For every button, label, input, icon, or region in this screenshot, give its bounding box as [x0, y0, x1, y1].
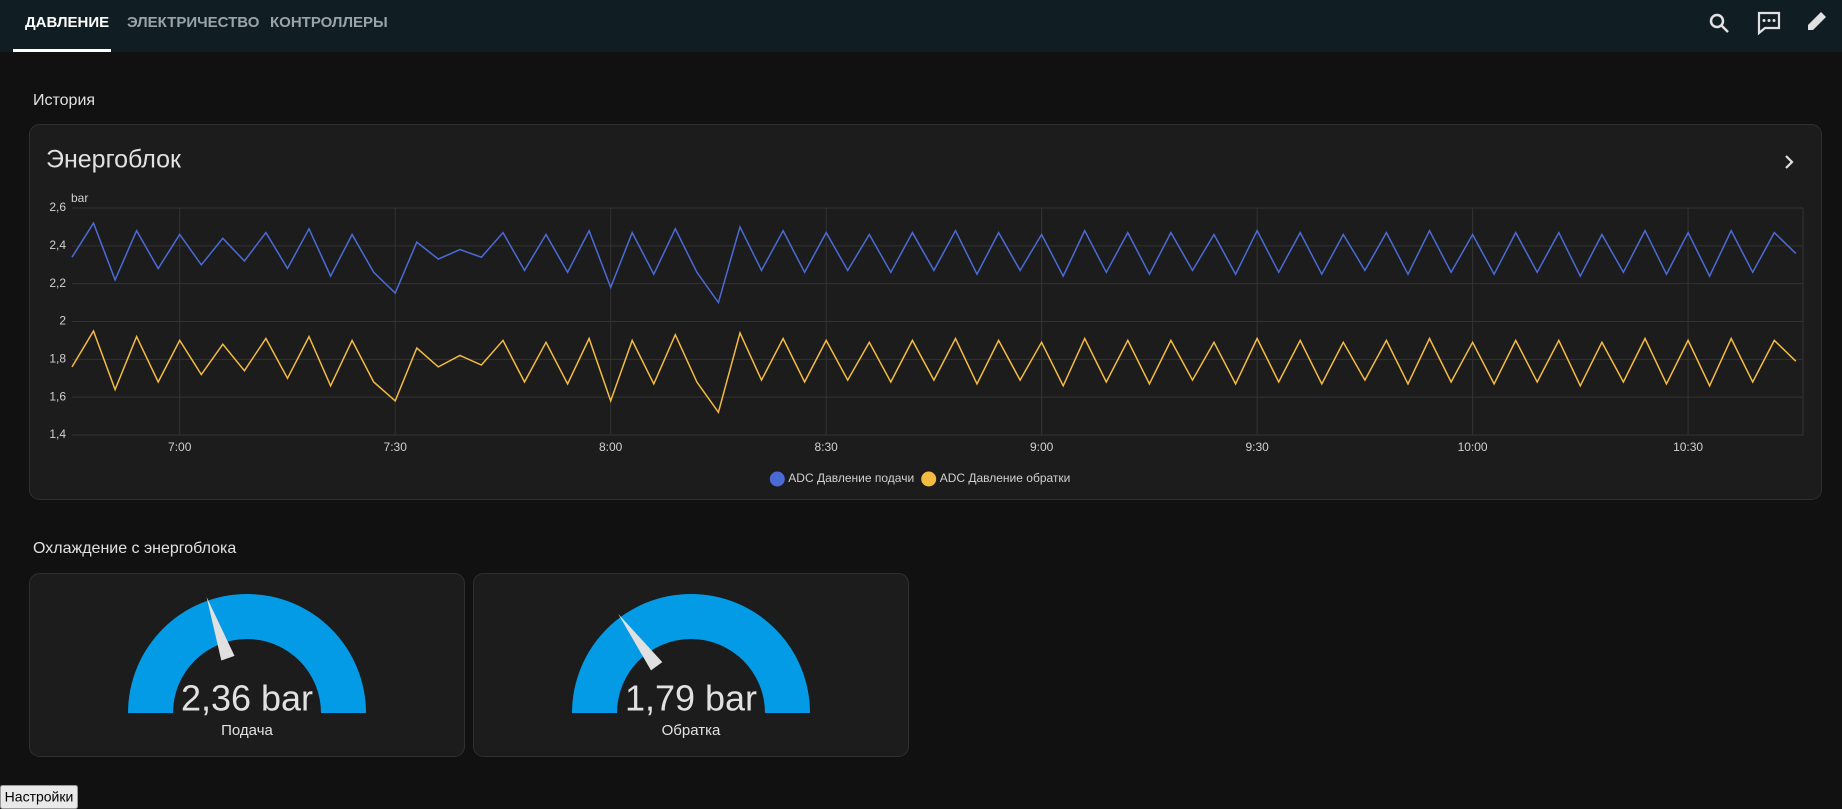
gauge-name: Обратка — [662, 722, 721, 739]
section-heading: История — [33, 92, 95, 109]
x-tick-label: 7:00 — [168, 440, 192, 454]
y-axis-unit: bar — [71, 191, 88, 205]
legend-swatch — [769, 471, 785, 487]
y-tick-label: 2 — [59, 314, 66, 328]
tab[interactable]: ДАВЛЕНИЕ — [25, 14, 109, 31]
history-chart: 1,4 1,6 1,8 2 2,2 2,4 2,6 7:00 7:30 8:00 8:30 9:00 9… — [49, 200, 1804, 487]
x-tick-label: 10:30 — [1673, 440, 1703, 454]
gauges: 2,36 bar Подача 1,79 bar Обратка — [29, 573, 909, 757]
card-title[interactable]: Энергоблок — [46, 146, 182, 174]
x-tick-label: 9:00 — [1030, 440, 1054, 454]
more-chevron[interactable] — [1785, 155, 1794, 169]
top-bar — [0, 0, 1842, 52]
edit-icon[interactable] — [1808, 12, 1826, 30]
x-tick-label: 8:30 — [814, 440, 838, 454]
y-tick-label: 2,2 — [49, 276, 66, 290]
series-line — [71, 329, 1797, 415]
y-tick-label: 2,6 — [49, 200, 66, 214]
gauge-needle — [618, 613, 663, 671]
legend-swatch — [921, 471, 937, 487]
x-tick-label: 9:30 — [1245, 440, 1269, 454]
legend-label: ADC Давление обратки — [940, 471, 1071, 485]
gauge-needle — [206, 596, 235, 661]
y-tick-label: 1,4 — [49, 427, 66, 441]
tab[interactable]: КОНТРОЛЛЕРЫ — [270, 14, 388, 31]
tab[interactable]: ЭЛЕКТРИЧЕСТВО — [127, 14, 260, 31]
search-icon[interactable] — [1709, 13, 1729, 33]
gauge-arc — [572, 594, 810, 713]
x-tick-label: 10:00 — [1458, 440, 1488, 454]
settings-button-label[interactable]: Настройки — [5, 789, 74, 805]
gauge-value: 2,36 bar — [181, 678, 313, 719]
gauge-value: 1,79 bar — [625, 678, 757, 719]
gauge-arc — [128, 594, 366, 713]
assist-icon[interactable] — [1757, 11, 1781, 36]
y-tick-label: 2,4 — [49, 238, 66, 252]
history-card — [29, 124, 1822, 500]
y-tick-label: 1,8 — [49, 352, 66, 366]
x-tick-label: 7:30 — [384, 440, 408, 454]
gauge-name: Подача — [221, 722, 273, 739]
section-heading: Охлаждение с энергоблока — [33, 540, 236, 557]
tab-indicator — [13, 49, 111, 52]
y-tick-label: 1,6 — [49, 389, 66, 403]
series-line — [71, 221, 1797, 305]
legend-label: ADC Давление подачи — [788, 471, 914, 485]
x-tick-label: 8:00 — [599, 440, 623, 454]
